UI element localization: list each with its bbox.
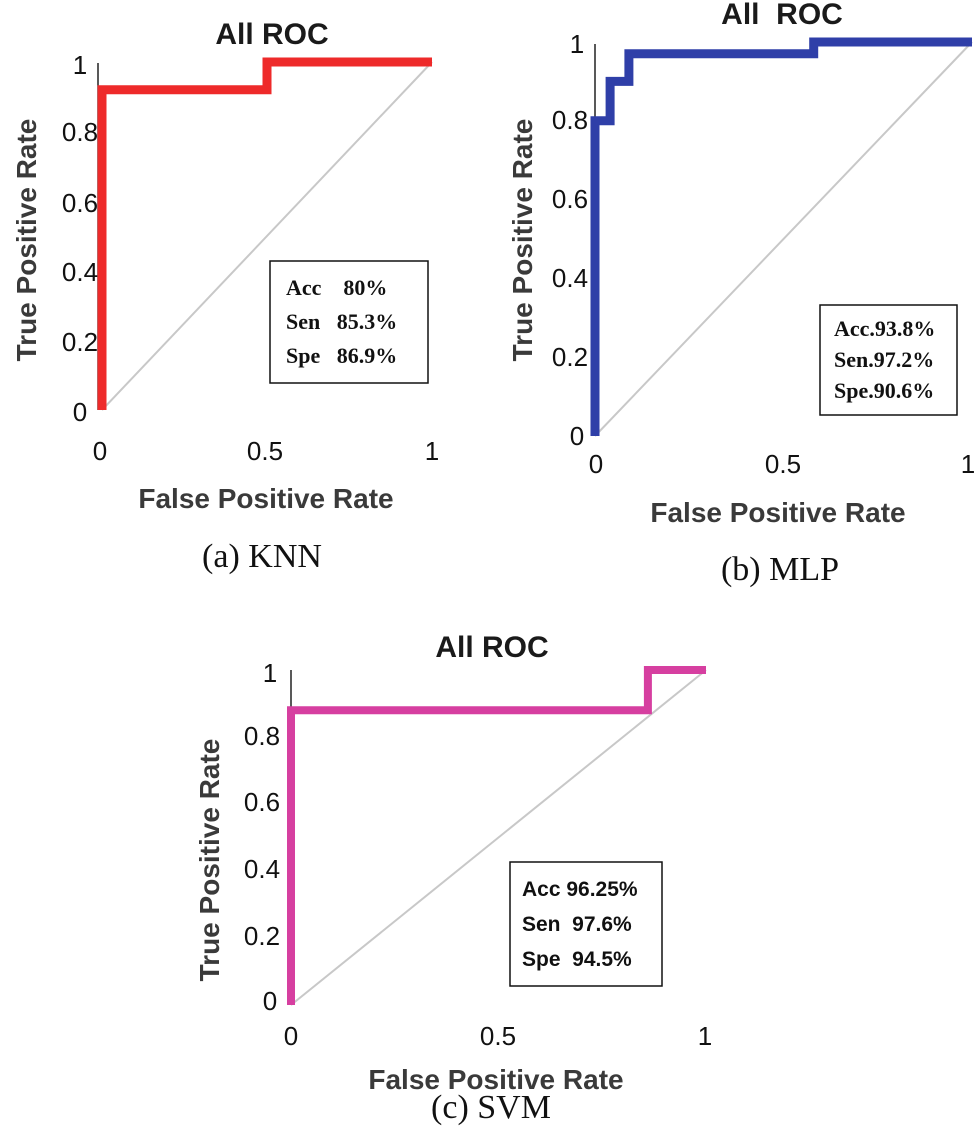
panel-knn: All ROC 1 0.8 0.6 0.4 0.2 0 0 0.5 1 Fals… xyxy=(11,18,439,575)
panel-a-xtick-0: 0 xyxy=(93,436,107,466)
panel-a-xtick-0.5: 0.5 xyxy=(247,436,283,466)
panel-a-metrics-box xyxy=(269,260,429,384)
panel-a-caption: (a) KNN xyxy=(202,538,322,575)
panel-c-metric-spe: Spe 94.5% xyxy=(522,948,632,971)
panel-b-metric-spe: Spe.90.6% xyxy=(834,378,934,403)
panel-a-title: All ROC xyxy=(215,18,328,51)
panel-b-metric-acc: Acc.93.8% xyxy=(834,316,935,341)
panel-c-metric-acc: Acc 96.25% xyxy=(522,878,638,901)
panel-c-metrics-box xyxy=(509,861,663,987)
panel-c-ytick-0.6: 0.6 xyxy=(244,787,280,817)
panel-c-metric-sen: Sen 97.6% xyxy=(522,913,632,936)
panel-a-ytick-1: 1 xyxy=(73,50,87,80)
panel-b-ylabel: True Positive Rate xyxy=(507,119,538,362)
panel-a-ytick-0.4: 0.4 xyxy=(62,257,98,287)
panel-c-title: All ROC xyxy=(435,631,548,664)
panel-a-metric-sen: Sen 85.3% xyxy=(286,309,397,334)
panel-b-metric-sen: Sen.97.2% xyxy=(834,347,934,372)
panel-b-ytick-0.6: 0.6 xyxy=(552,184,588,214)
panel-b-ytick-0.2: 0.2 xyxy=(552,342,588,372)
panel-a-chance-line xyxy=(101,61,433,411)
panel-c-xtick-0.5: 0.5 xyxy=(480,1021,516,1051)
panel-b-caption: (b) MLP xyxy=(721,551,839,588)
panel-b-metrics-box xyxy=(819,304,958,416)
panel-svm: All ROC 1 0.8 0.6 0.4 0.2 0 0 0.5 1 Fals… xyxy=(194,631,712,1126)
panel-c-ytick-0.8: 0.8 xyxy=(244,721,280,751)
panel-a-ytick-0.2: 0.2 xyxy=(62,327,98,357)
panel-b-ytick-0.8: 0.8 xyxy=(552,105,588,135)
panel-b-roc-curve xyxy=(590,37,972,436)
panel-a-metric-acc: Acc 80% xyxy=(286,275,387,300)
panel-c-xtick-0: 0 xyxy=(284,1021,298,1051)
panel-b-xtick-1: 1 xyxy=(961,449,975,479)
panel-a-roc-curve xyxy=(97,57,432,410)
panel-c-ytick-1: 1 xyxy=(263,658,277,688)
panel-a-xtick-1: 1 xyxy=(425,436,439,466)
panel-b-title: All ROC xyxy=(721,0,843,31)
panel-a-ylabel: True Positive Rate xyxy=(11,119,42,362)
panel-a-ytick-0.6: 0.6 xyxy=(62,188,98,218)
panel-c-xlabel: False Positive Rate xyxy=(368,1064,623,1095)
panel-c-ytick-0.4: 0.4 xyxy=(244,854,280,884)
panel-b-xtick-0.5: 0.5 xyxy=(765,449,801,479)
panel-b-ytick-0.4: 0.4 xyxy=(552,263,588,293)
panel-c-ytick-0.2: 0.2 xyxy=(244,921,280,951)
panel-c-chance-line xyxy=(290,669,707,1006)
panel-a-ytick-0: 0 xyxy=(73,397,87,427)
panel-c-ylabel: True Positive Rate xyxy=(194,739,225,982)
panel-mlp: All ROC 1 0.8 0.6 0.4 0.2 0 0 0.5 1 Fals… xyxy=(507,0,975,588)
panel-b-ytick-1: 1 xyxy=(570,29,584,59)
panel-a-xlabel: False Positive Rate xyxy=(138,483,393,514)
panel-c-roc-curve xyxy=(287,666,706,1005)
panel-c-xtick-1: 1 xyxy=(698,1021,712,1051)
panel-b-ytick-0: 0 xyxy=(570,421,584,451)
panel-a-ytick-0.8: 0.8 xyxy=(62,117,98,147)
panel-b-xlabel: False Positive Rate xyxy=(650,497,905,528)
panel-a-metric-spe: Spe 86.9% xyxy=(286,343,397,368)
panel-c-ytick-0: 0 xyxy=(263,986,277,1016)
panel-b-chance-line xyxy=(594,41,973,437)
panel-c-caption: (c) SVM xyxy=(431,1089,551,1126)
panel-b-xtick-0: 0 xyxy=(589,449,603,479)
